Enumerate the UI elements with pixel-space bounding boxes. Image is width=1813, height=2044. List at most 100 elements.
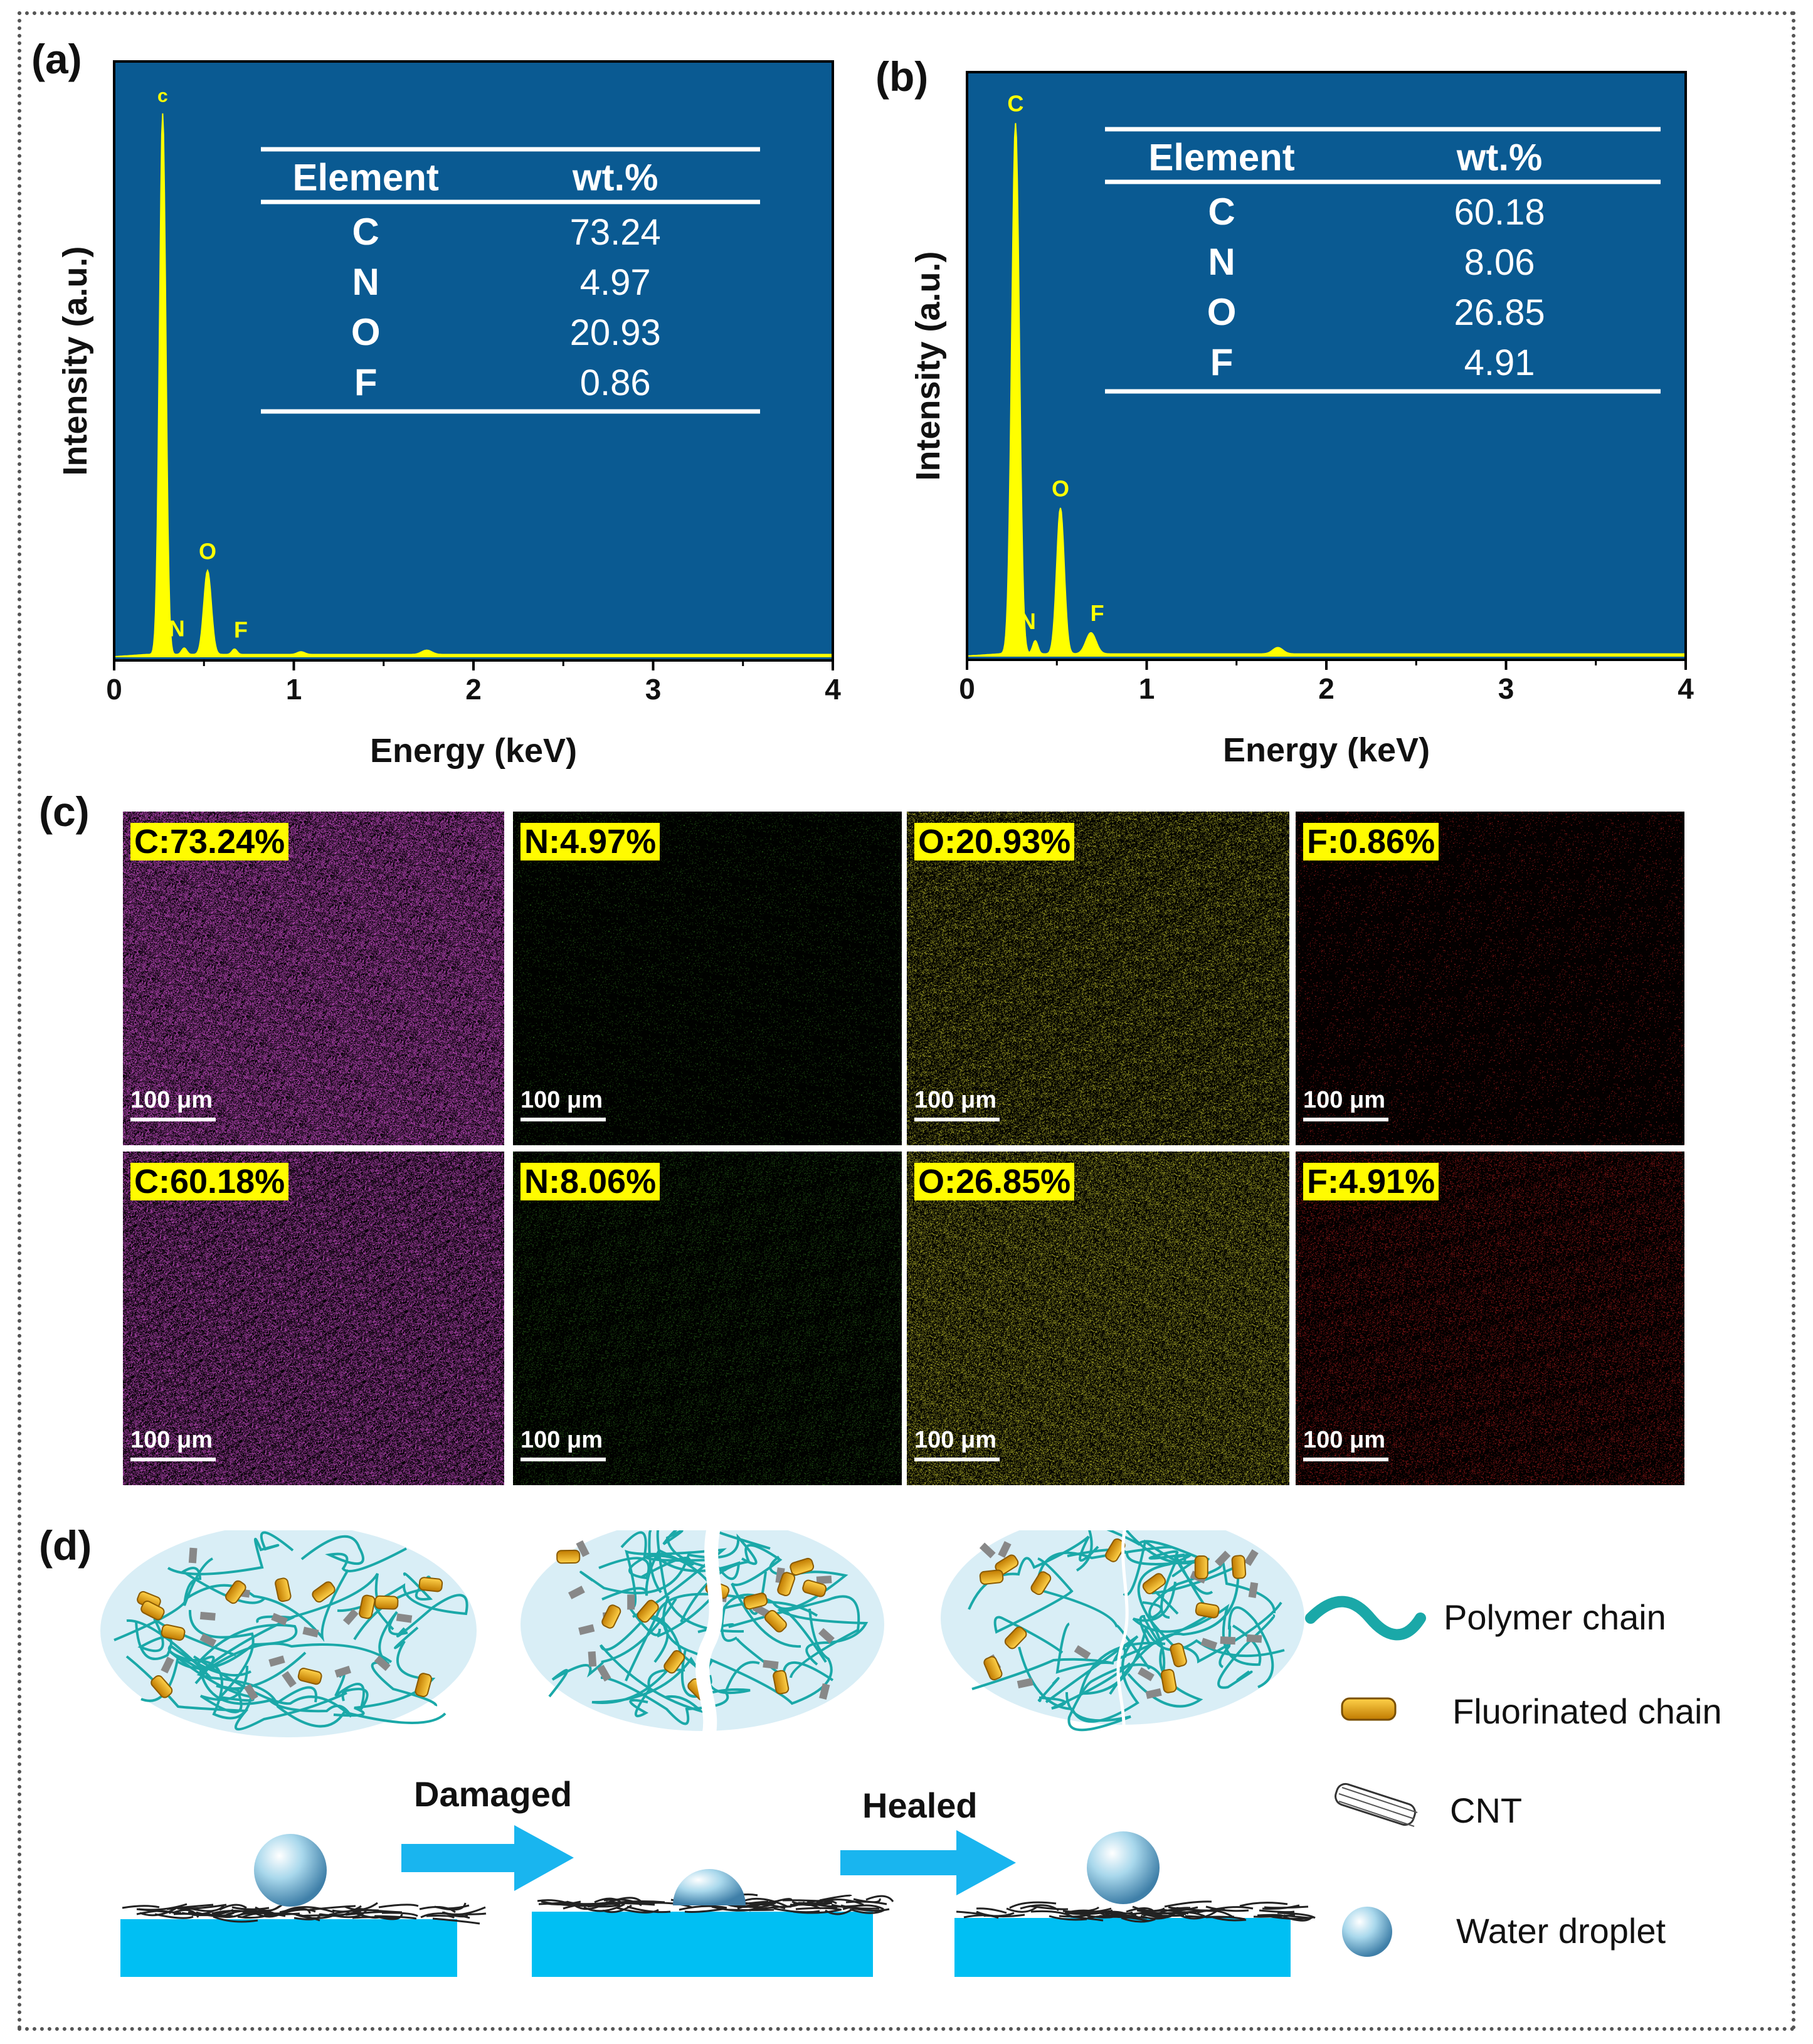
polymer-chain: [993, 1557, 1074, 1654]
scale-bar-text: 100 μm: [914, 1427, 996, 1453]
fluorinated-chain: [1195, 1602, 1220, 1619]
x-tick-label-4: 4: [825, 673, 841, 706]
polymer-chain: [126, 1619, 447, 1728]
fluorinated-chain: [979, 1569, 1004, 1585]
fluorinated-chain: [743, 1592, 768, 1610]
polymer-chain: [114, 1569, 349, 1643]
cnt: [816, 1575, 832, 1584]
table-cell-value: 73.24: [570, 212, 661, 253]
legend-water-droplet: Water droplet: [1456, 1911, 1666, 1951]
composition-table: Element wt.% C 73.24 N 4.97 O 20.93 F 0.86: [261, 147, 760, 414]
table-cell-element: O: [1207, 291, 1237, 333]
polymer-chain: [333, 1626, 436, 1717]
fluorinated-chain: [1231, 1555, 1247, 1579]
table-cell-element: O: [351, 311, 381, 353]
scale-bar-text: 100 μm: [1303, 1087, 1385, 1113]
composition-table: Element wt.% C 60.18 N 8.06 O 26.85 F 4.91: [1105, 127, 1661, 394]
element-map-C-1: C:73.24% 100 μm: [123, 812, 504, 1145]
polymer-chain-icon: [1305, 1596, 1426, 1641]
water-droplet-healed: [1087, 1831, 1160, 1904]
scale-bar: 100 μm: [521, 1087, 606, 1121]
cnt: [568, 1586, 585, 1599]
table-header-element: Element: [292, 157, 438, 199]
fluorinated-chain: [790, 1557, 815, 1576]
fluorinated-chain: [1170, 1643, 1187, 1668]
table-header-wt: wt.%: [572, 157, 658, 199]
polymer-chain: [625, 1548, 727, 1636]
plot-area: [967, 72, 1686, 660]
table-cell-element: C: [1208, 191, 1235, 233]
polymer-chain: [777, 1608, 869, 1666]
fluorinated-chain: [1105, 1538, 1126, 1562]
cnt: [1200, 1638, 1218, 1650]
x-tick-label-0: 0: [106, 673, 122, 706]
scale-bar-line: [521, 1458, 606, 1461]
cnt-icon: [1335, 1782, 1418, 1827]
polymer-chain: [1076, 1530, 1207, 1572]
cnt: [597, 1665, 611, 1682]
map-label: C:73.24%: [130, 823, 289, 860]
scale-bar-text: 100 μm: [130, 1427, 213, 1453]
polymer-chain: [193, 1655, 352, 1718]
fluorinated-chain: [663, 1650, 685, 1674]
y-axis-label: Intensity (a.u.): [56, 246, 94, 475]
table-cell-value: 4.91: [1464, 342, 1535, 383]
figure-frame: [18, 11, 1795, 2031]
scale-bar: 100 μm: [130, 1427, 216, 1461]
peak-label-0: C: [1007, 91, 1023, 117]
cnt: [342, 1609, 359, 1626]
fluorinated-chain: [151, 1675, 173, 1698]
cnt: [1215, 1550, 1231, 1567]
fluorinated-chain: [415, 1673, 432, 1697]
map-noise: [907, 1152, 1289, 1485]
fluorinated-chain: [1142, 1573, 1166, 1594]
panel-label-d: (d): [39, 1522, 92, 1569]
scale-bar: 100 μm: [914, 1087, 1000, 1121]
y-axis-label: Intensity (a.u.): [909, 251, 947, 480]
scale-bar-text: 100 μm: [521, 1087, 603, 1113]
cnt: [271, 1612, 288, 1626]
healed-label: Healed: [862, 1786, 978, 1825]
fluorinated-chain: [1004, 1626, 1027, 1649]
scale-bar-line: [1303, 1118, 1388, 1121]
map-noise: [907, 812, 1289, 1145]
network-ellipse: [941, 1530, 1304, 1725]
scale-bar-line: [914, 1458, 1000, 1461]
cnt: [819, 1683, 830, 1700]
cnt: [1145, 1688, 1162, 1699]
fluorinated-chain: [1030, 1571, 1052, 1596]
polymer-chain: [600, 1661, 760, 1725]
x-tick-label-4: 4: [1678, 672, 1694, 705]
fluorinated-chain: [297, 1668, 322, 1685]
cnt: [1074, 1645, 1091, 1660]
cnt: [161, 1656, 174, 1674]
peak-label-0: c: [157, 85, 168, 106]
intact-network-ellipse: [100, 1530, 477, 1737]
fluorinated-chain-icon: [1341, 1697, 1397, 1721]
x-axis-label: Energy (keV): [370, 732, 577, 770]
x-tick-label-2: 2: [465, 673, 482, 706]
element-map-O-2: O:26.85% 100 μm: [907, 1152, 1289, 1485]
table-cell-value: 60.18: [1454, 192, 1545, 233]
spectrum-curve: [114, 113, 833, 657]
fluorinated-chain: [275, 1577, 292, 1602]
polymer-chain: [1123, 1539, 1187, 1596]
peak-label-1: N: [169, 616, 185, 642]
cnt: [396, 1613, 413, 1623]
map-noise: [123, 812, 504, 1145]
scale-bar-text: 100 μm: [1303, 1427, 1385, 1453]
polymer-chain: [548, 1597, 677, 1698]
cnt: [1244, 1549, 1259, 1566]
self-healing-schematic: Damaged Healed Polymer chain Fluorinated…: [100, 1530, 1722, 1977]
polymer-chain: [680, 1544, 801, 1648]
damaged-network-ellipse: [521, 1530, 884, 1749]
scale-bar: 100 μm: [1303, 1087, 1388, 1121]
cnt: [578, 1624, 595, 1636]
damaged-arrow: [401, 1825, 574, 1891]
x-tick-label-1: 1: [1139, 672, 1155, 705]
cnt: [998, 1541, 1012, 1558]
polymer-chain: [579, 1533, 758, 1594]
fluorinated-chain: [1160, 1668, 1177, 1693]
